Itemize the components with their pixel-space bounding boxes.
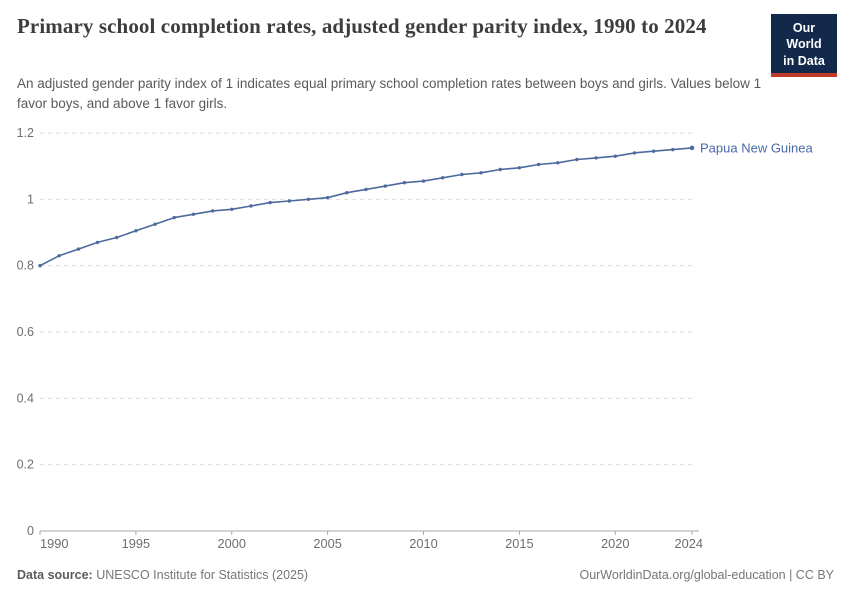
series-label[interactable]: Papua New Guinea — [700, 140, 814, 155]
data-point[interactable] — [613, 154, 617, 158]
x-tick-label: 2020 — [601, 536, 629, 551]
data-point[interactable] — [95, 240, 100, 245]
data-point[interactable] — [536, 162, 541, 167]
y-tick-label: 1.2 — [17, 126, 34, 140]
data-point[interactable] — [287, 199, 291, 203]
data-point[interactable] — [115, 235, 119, 240]
data-point[interactable] — [134, 229, 138, 233]
data-point[interactable] — [651, 149, 656, 153]
data-point[interactable] — [153, 222, 157, 226]
data-point[interactable] — [57, 254, 61, 258]
y-tick-label: 0.2 — [17, 458, 34, 472]
y-tick-label: 0.6 — [17, 325, 34, 339]
data-point[interactable] — [249, 204, 253, 208]
data-point[interactable] — [479, 171, 483, 175]
owid-url-license[interactable]: OurWorldinData.org/global-education | CC… — [579, 568, 834, 582]
data-point[interactable] — [594, 156, 598, 160]
data-point[interactable] — [76, 247, 81, 251]
data-point[interactable] — [210, 209, 215, 213]
y-tick-label: 0.4 — [17, 391, 34, 405]
owid-logo-line1: Our World — [786, 21, 822, 52]
data-point[interactable] — [671, 147, 675, 152]
data-point[interactable] — [498, 167, 502, 172]
y-tick-label: 1 — [27, 192, 34, 206]
y-tick-label: 0 — [27, 524, 34, 538]
data-point[interactable] — [306, 197, 311, 201]
data-point[interactable] — [460, 172, 464, 177]
data-point[interactable] — [38, 264, 42, 268]
series-line-papua-new-guinea[interactable] — [39, 147, 693, 267]
owid-logo[interactable]: Our World in Data — [771, 14, 837, 77]
x-tick-label: 2010 — [409, 536, 437, 551]
chart-title: Primary school completion rates, adjuste… — [17, 14, 707, 38]
data-point[interactable] — [441, 176, 445, 180]
x-tick-label: 2005 — [313, 536, 341, 551]
data-point[interactable] — [172, 215, 176, 220]
data-source-text: UNESCO Institute for Statistics (2025) — [92, 568, 309, 582]
data-point[interactable] — [402, 181, 407, 185]
data-point[interactable] — [325, 196, 330, 200]
data-point[interactable] — [517, 166, 522, 170]
data-point[interactable] — [632, 151, 637, 155]
x-tick-label: 2015 — [505, 536, 533, 551]
x-tick-label: 2024 — [675, 536, 703, 551]
data-point[interactable] — [421, 179, 426, 183]
owid-logo-line2: in Data — [783, 53, 825, 68]
chart-footer: Data source: UNESCO Institute for Statis… — [17, 568, 834, 582]
data-point[interactable] — [345, 191, 349, 195]
x-tick-label: 1995 — [122, 536, 150, 551]
data-point[interactable] — [556, 161, 560, 165]
data-point[interactable] — [575, 157, 579, 162]
data-source-label: Data source: — [17, 568, 93, 582]
chart-subtitle: An adjusted gender parity index of 1 ind… — [17, 76, 762, 112]
x-tick-label: 2000 — [218, 536, 246, 551]
data-source-note: Data source: UNESCO Institute for Statis… — [17, 568, 308, 582]
data-point[interactable] — [230, 207, 234, 211]
x-tick-label: 1990 — [40, 536, 68, 551]
data-point[interactable] — [191, 212, 196, 216]
data-point[interactable] — [364, 187, 368, 192]
data-point[interactable] — [268, 200, 272, 205]
data-point[interactable] — [383, 184, 387, 188]
data-point[interactable] — [689, 145, 695, 151]
y-tick-label: 0.8 — [17, 259, 34, 273]
